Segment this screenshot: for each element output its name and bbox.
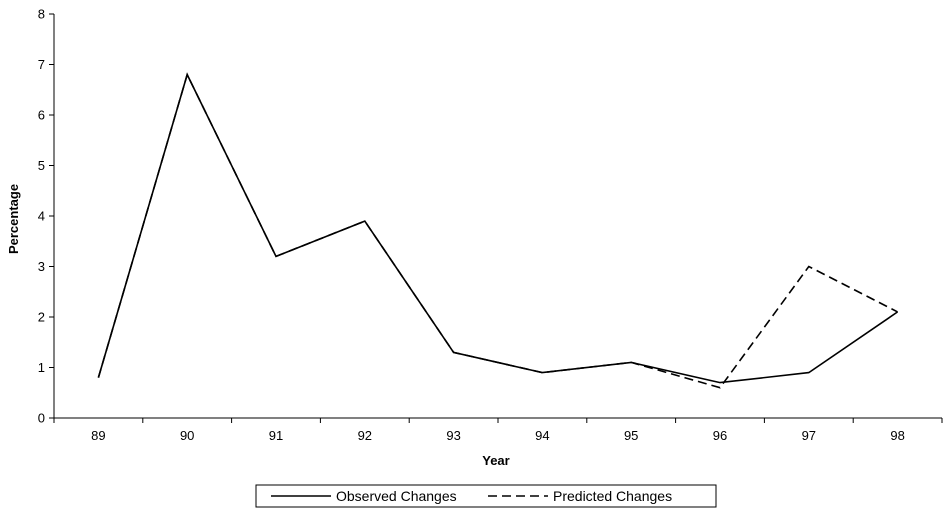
y-tick-label: 0: [38, 411, 45, 426]
x-tick-label: 95: [624, 428, 638, 443]
y-tick-label: 4: [38, 209, 45, 224]
x-tick-label: 97: [802, 428, 816, 443]
legend-box: [255, 484, 717, 508]
legend-label-observed: Observed Changes: [336, 488, 457, 504]
legend: Observed Changes Predicted Changes: [255, 484, 717, 508]
x-tick-label: 90: [180, 428, 194, 443]
series-layer: [97, 72, 899, 389]
y-tick-label: 7: [38, 57, 45, 72]
x-tick-label: 89: [91, 428, 105, 443]
y-tick-label: 5: [38, 158, 45, 173]
x-axis-title: Year: [482, 453, 509, 468]
y-tick-label: 3: [38, 259, 45, 274]
y-tick-label: 2: [38, 310, 45, 325]
legend-label-predicted: Predicted Changes: [553, 488, 672, 504]
y-tick-label: 8: [38, 7, 45, 22]
x-tick-label: 92: [358, 428, 372, 443]
x-tick-label: 96: [713, 428, 727, 443]
y-axis-title: Percentage: [6, 184, 21, 254]
y-tick-label: 6: [38, 108, 45, 123]
x-tick-label: 91: [269, 428, 283, 443]
series-line-observed: [97, 72, 899, 384]
x-tick-label: 98: [890, 428, 904, 443]
series-line-predicted: [97, 72, 898, 389]
x-axis: 89 90 91 92 93 94 95 96 97 98: [53, 417, 943, 443]
x-tick-label: 93: [446, 428, 460, 443]
x-tick-label: 94: [535, 428, 549, 443]
y-axis: 0 1 2 3 4 5 6 7 8: [38, 7, 55, 426]
y-tick-label: 1: [38, 360, 45, 375]
